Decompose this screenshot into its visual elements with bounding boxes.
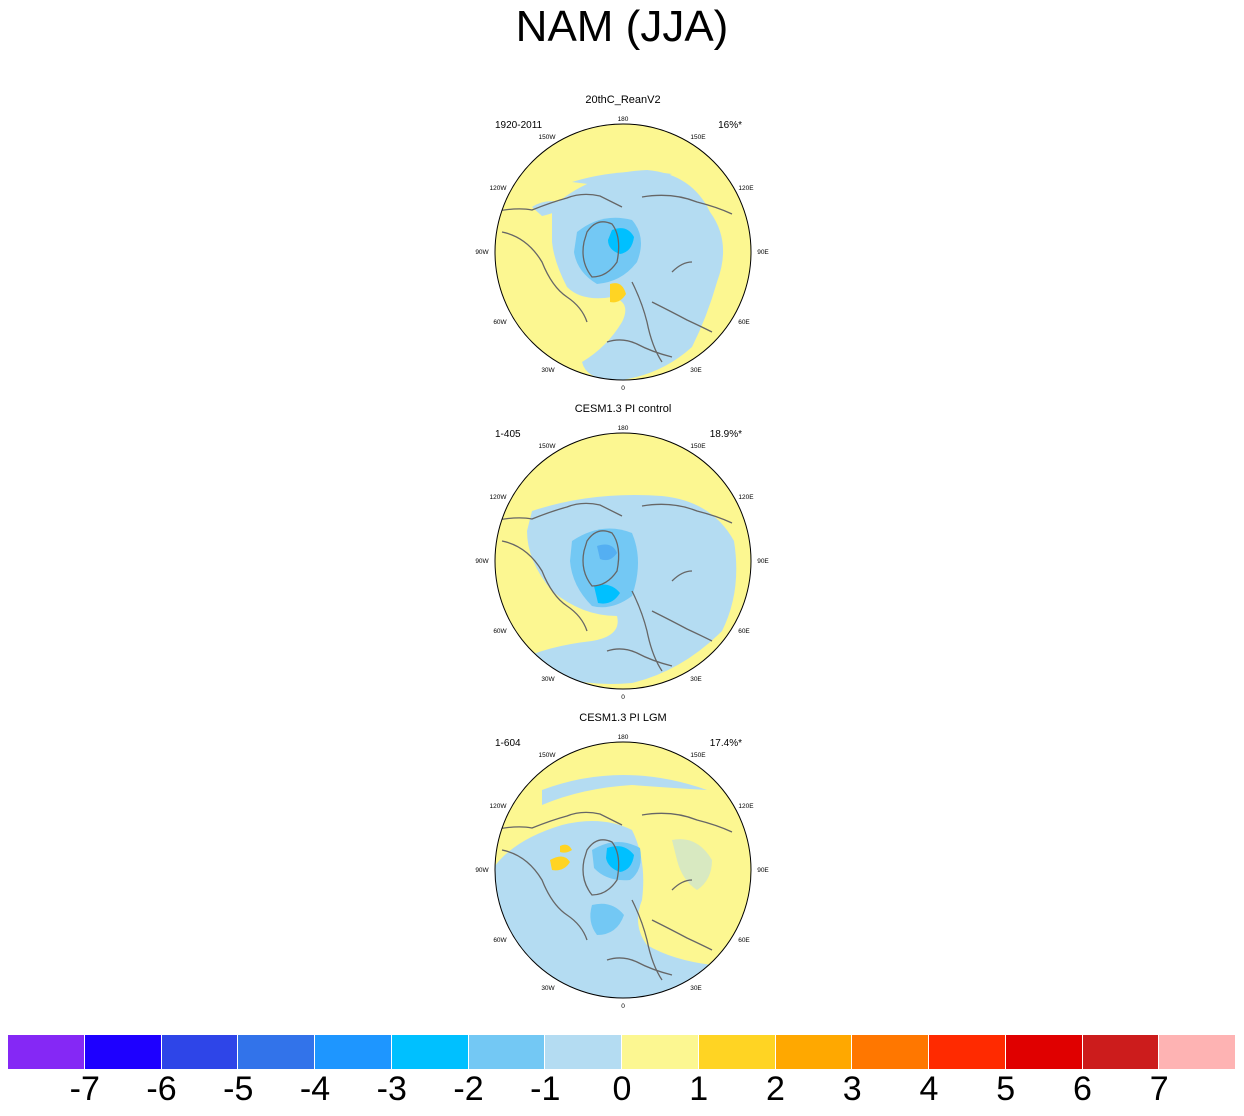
period-label: 1-604 bbox=[495, 738, 521, 749]
map-panel-1: 20thC_ReanV2 1920-2011 16%* bbox=[472, 94, 774, 394]
lon-label: 120E bbox=[738, 185, 754, 192]
colorbar-tick-label: 1 bbox=[689, 1070, 709, 1108]
colorbar-tick-label: -6 bbox=[146, 1070, 177, 1108]
lon-label: 90W bbox=[475, 558, 489, 565]
colorbar-tick-label: 3 bbox=[842, 1070, 862, 1108]
lon-label: 120E bbox=[738, 803, 754, 810]
colorbar-tick-label: -1 bbox=[530, 1070, 561, 1108]
lon-label: 30W bbox=[541, 985, 555, 992]
polar-map-3: 180 0 90W 90E 150W 150E 120W 120E 60W 60… bbox=[475, 734, 769, 1010]
colorbar-tick-label: -7 bbox=[69, 1070, 100, 1108]
colorbar bbox=[8, 1035, 1236, 1069]
lon-label: 30E bbox=[690, 676, 702, 683]
lon-label: 90W bbox=[475, 249, 489, 256]
lon-label: 120W bbox=[490, 494, 508, 501]
lon-label: 30W bbox=[541, 676, 555, 683]
lon-label: 150W bbox=[539, 443, 557, 450]
lon-label: 120W bbox=[490, 185, 508, 192]
lon-label: 60E bbox=[738, 319, 750, 326]
colorbar-tick-label: -4 bbox=[299, 1070, 331, 1108]
colorbar-tick-label: 5 bbox=[996, 1070, 1016, 1108]
colorbar-tick-label: 7 bbox=[1149, 1070, 1169, 1108]
colorbar-tick-label: -2 bbox=[453, 1070, 484, 1108]
variance-percent: 16%* bbox=[718, 120, 742, 131]
panel-title: 20thC_ReanV2 bbox=[585, 94, 661, 106]
colorbar-tick-label: -5 bbox=[223, 1070, 254, 1108]
colorbar-box bbox=[468, 1035, 546, 1069]
period-label: 1920-2011 bbox=[495, 120, 543, 131]
lon-label: 30E bbox=[690, 985, 702, 992]
colorbar-box bbox=[1005, 1035, 1083, 1069]
period-label: 1-405 bbox=[495, 429, 521, 440]
polar-map-1: 180 0 90W 90E 150W 150E 120W 120E 60W 60… bbox=[475, 116, 769, 392]
colorbar-labels: -7 -6 -5 -4 -3 -2 -1 0 1 2 3 4 5 6 7 bbox=[0, 1070, 1244, 1116]
colorbar-box bbox=[1082, 1035, 1160, 1069]
lon-label: 60W bbox=[493, 319, 507, 326]
colorbar-box bbox=[622, 1035, 699, 1069]
lon-label: 0 bbox=[621, 1003, 625, 1010]
lon-label: 60W bbox=[493, 628, 507, 635]
polar-map-2: 180 0 90W 90E 150W 150E 120W 120E 60W 60… bbox=[475, 425, 769, 701]
colorbar-box bbox=[391, 1035, 469, 1069]
lon-label: 150W bbox=[539, 752, 557, 759]
variance-percent: 18.9%* bbox=[709, 429, 742, 440]
lon-label: 120E bbox=[738, 494, 754, 501]
lon-label: 150W bbox=[539, 134, 557, 141]
colorbar-tick-label: 6 bbox=[1073, 1070, 1092, 1108]
colorbar-box bbox=[545, 1035, 622, 1069]
colorbar-box bbox=[238, 1035, 315, 1069]
lon-label: 0 bbox=[621, 385, 625, 392]
colorbar-tick-label: -3 bbox=[376, 1070, 407, 1108]
colorbar-box bbox=[8, 1035, 85, 1069]
colorbar-tick-label: 2 bbox=[766, 1070, 785, 1108]
lon-label: 180 bbox=[618, 734, 629, 741]
colorbar-box bbox=[852, 1035, 929, 1069]
map-panel-2: CESM1.3 PI control 1-405 18.9%* 180 0 90… bbox=[472, 403, 774, 703]
lon-label: 60E bbox=[738, 628, 750, 635]
lon-label: 90E bbox=[757, 558, 769, 565]
lon-label: 180 bbox=[618, 116, 629, 123]
colorbar-box bbox=[1159, 1035, 1236, 1069]
lon-label: 60W bbox=[493, 937, 507, 944]
lon-label: 30E bbox=[690, 367, 702, 374]
lon-label: 150E bbox=[690, 752, 706, 759]
colorbar-box bbox=[161, 1035, 239, 1069]
lon-label: 180 bbox=[618, 425, 629, 432]
panel-title: CESM1.3 PI LGM bbox=[579, 712, 667, 724]
lon-label: 90W bbox=[475, 867, 489, 874]
colorbar-tick-label: 4 bbox=[919, 1070, 939, 1108]
lon-label: 150E bbox=[690, 443, 706, 450]
lon-label: 60E bbox=[738, 937, 750, 944]
variance-percent: 17.4%* bbox=[709, 738, 742, 749]
map-panel-3: CESM1.3 PI LGM 1-604 17.4%* bbox=[472, 712, 774, 1012]
colorbar-box bbox=[315, 1035, 392, 1069]
colorbar-tick-label: 0 bbox=[612, 1070, 632, 1108]
lon-label: 90E bbox=[757, 249, 769, 256]
colorbar-box bbox=[775, 1035, 853, 1069]
colorbar-box bbox=[698, 1035, 776, 1069]
colorbar-box bbox=[84, 1035, 162, 1069]
figure-title: NAM (JJA) bbox=[515, 2, 729, 51]
panel-title: CESM1.3 PI control bbox=[574, 403, 672, 415]
lon-label: 120W bbox=[490, 803, 508, 810]
lon-label: 90E bbox=[757, 867, 769, 874]
lon-label: 0 bbox=[621, 694, 625, 701]
colorbar-box bbox=[929, 1035, 1006, 1069]
lon-label: 150E bbox=[690, 134, 706, 141]
lon-label: 30W bbox=[541, 367, 555, 374]
